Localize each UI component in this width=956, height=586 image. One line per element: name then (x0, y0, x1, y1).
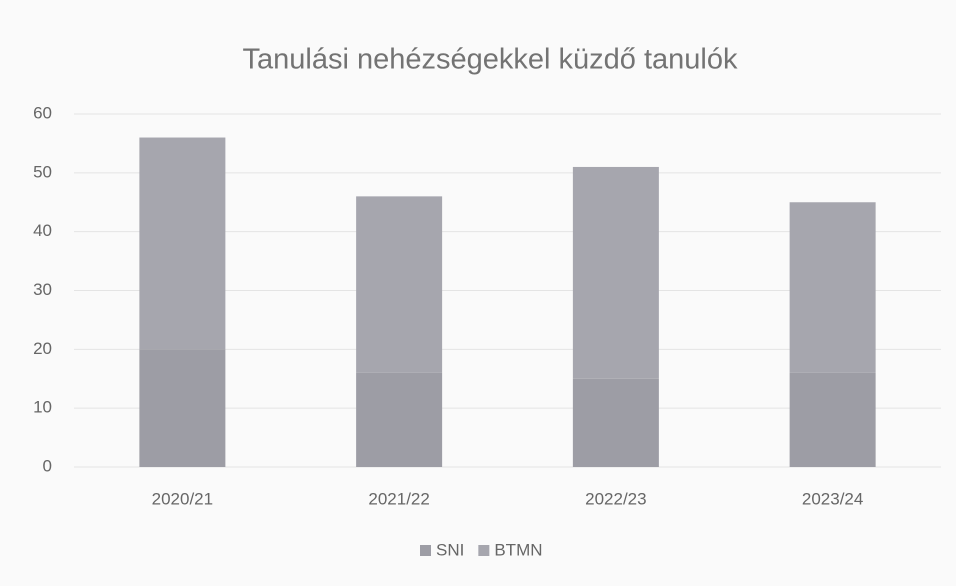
x-tick-label: 2021/22 (368, 489, 429, 508)
legend-label: SNI (436, 540, 464, 559)
legend-swatch (478, 545, 490, 556)
y-tick-label: 10 (33, 398, 52, 417)
y-tick-label: 50 (33, 162, 52, 181)
y-tick-label: 30 (33, 280, 52, 299)
bar (356, 372, 443, 467)
y-tick-label: 0 (43, 456, 52, 475)
legend-swatch (420, 545, 431, 556)
bar (139, 137, 226, 350)
x-tick-label: 2023/24 (802, 489, 863, 508)
bar (789, 372, 876, 467)
chart-title: Tanulási nehézségekkel küzdő tanulók (243, 44, 738, 76)
bar (789, 202, 876, 373)
bar (356, 196, 443, 373)
y-tick-label: 60 (33, 103, 52, 122)
y-tick-label: 40 (33, 221, 52, 240)
bar (572, 166, 659, 379)
x-tick-label: 2020/21 (152, 489, 213, 508)
x-tick-label: 2022/23 (585, 489, 646, 508)
bar (139, 349, 226, 467)
bar (572, 378, 659, 467)
legend-label: BTMN (494, 540, 542, 559)
y-tick-label: 20 (33, 339, 52, 358)
